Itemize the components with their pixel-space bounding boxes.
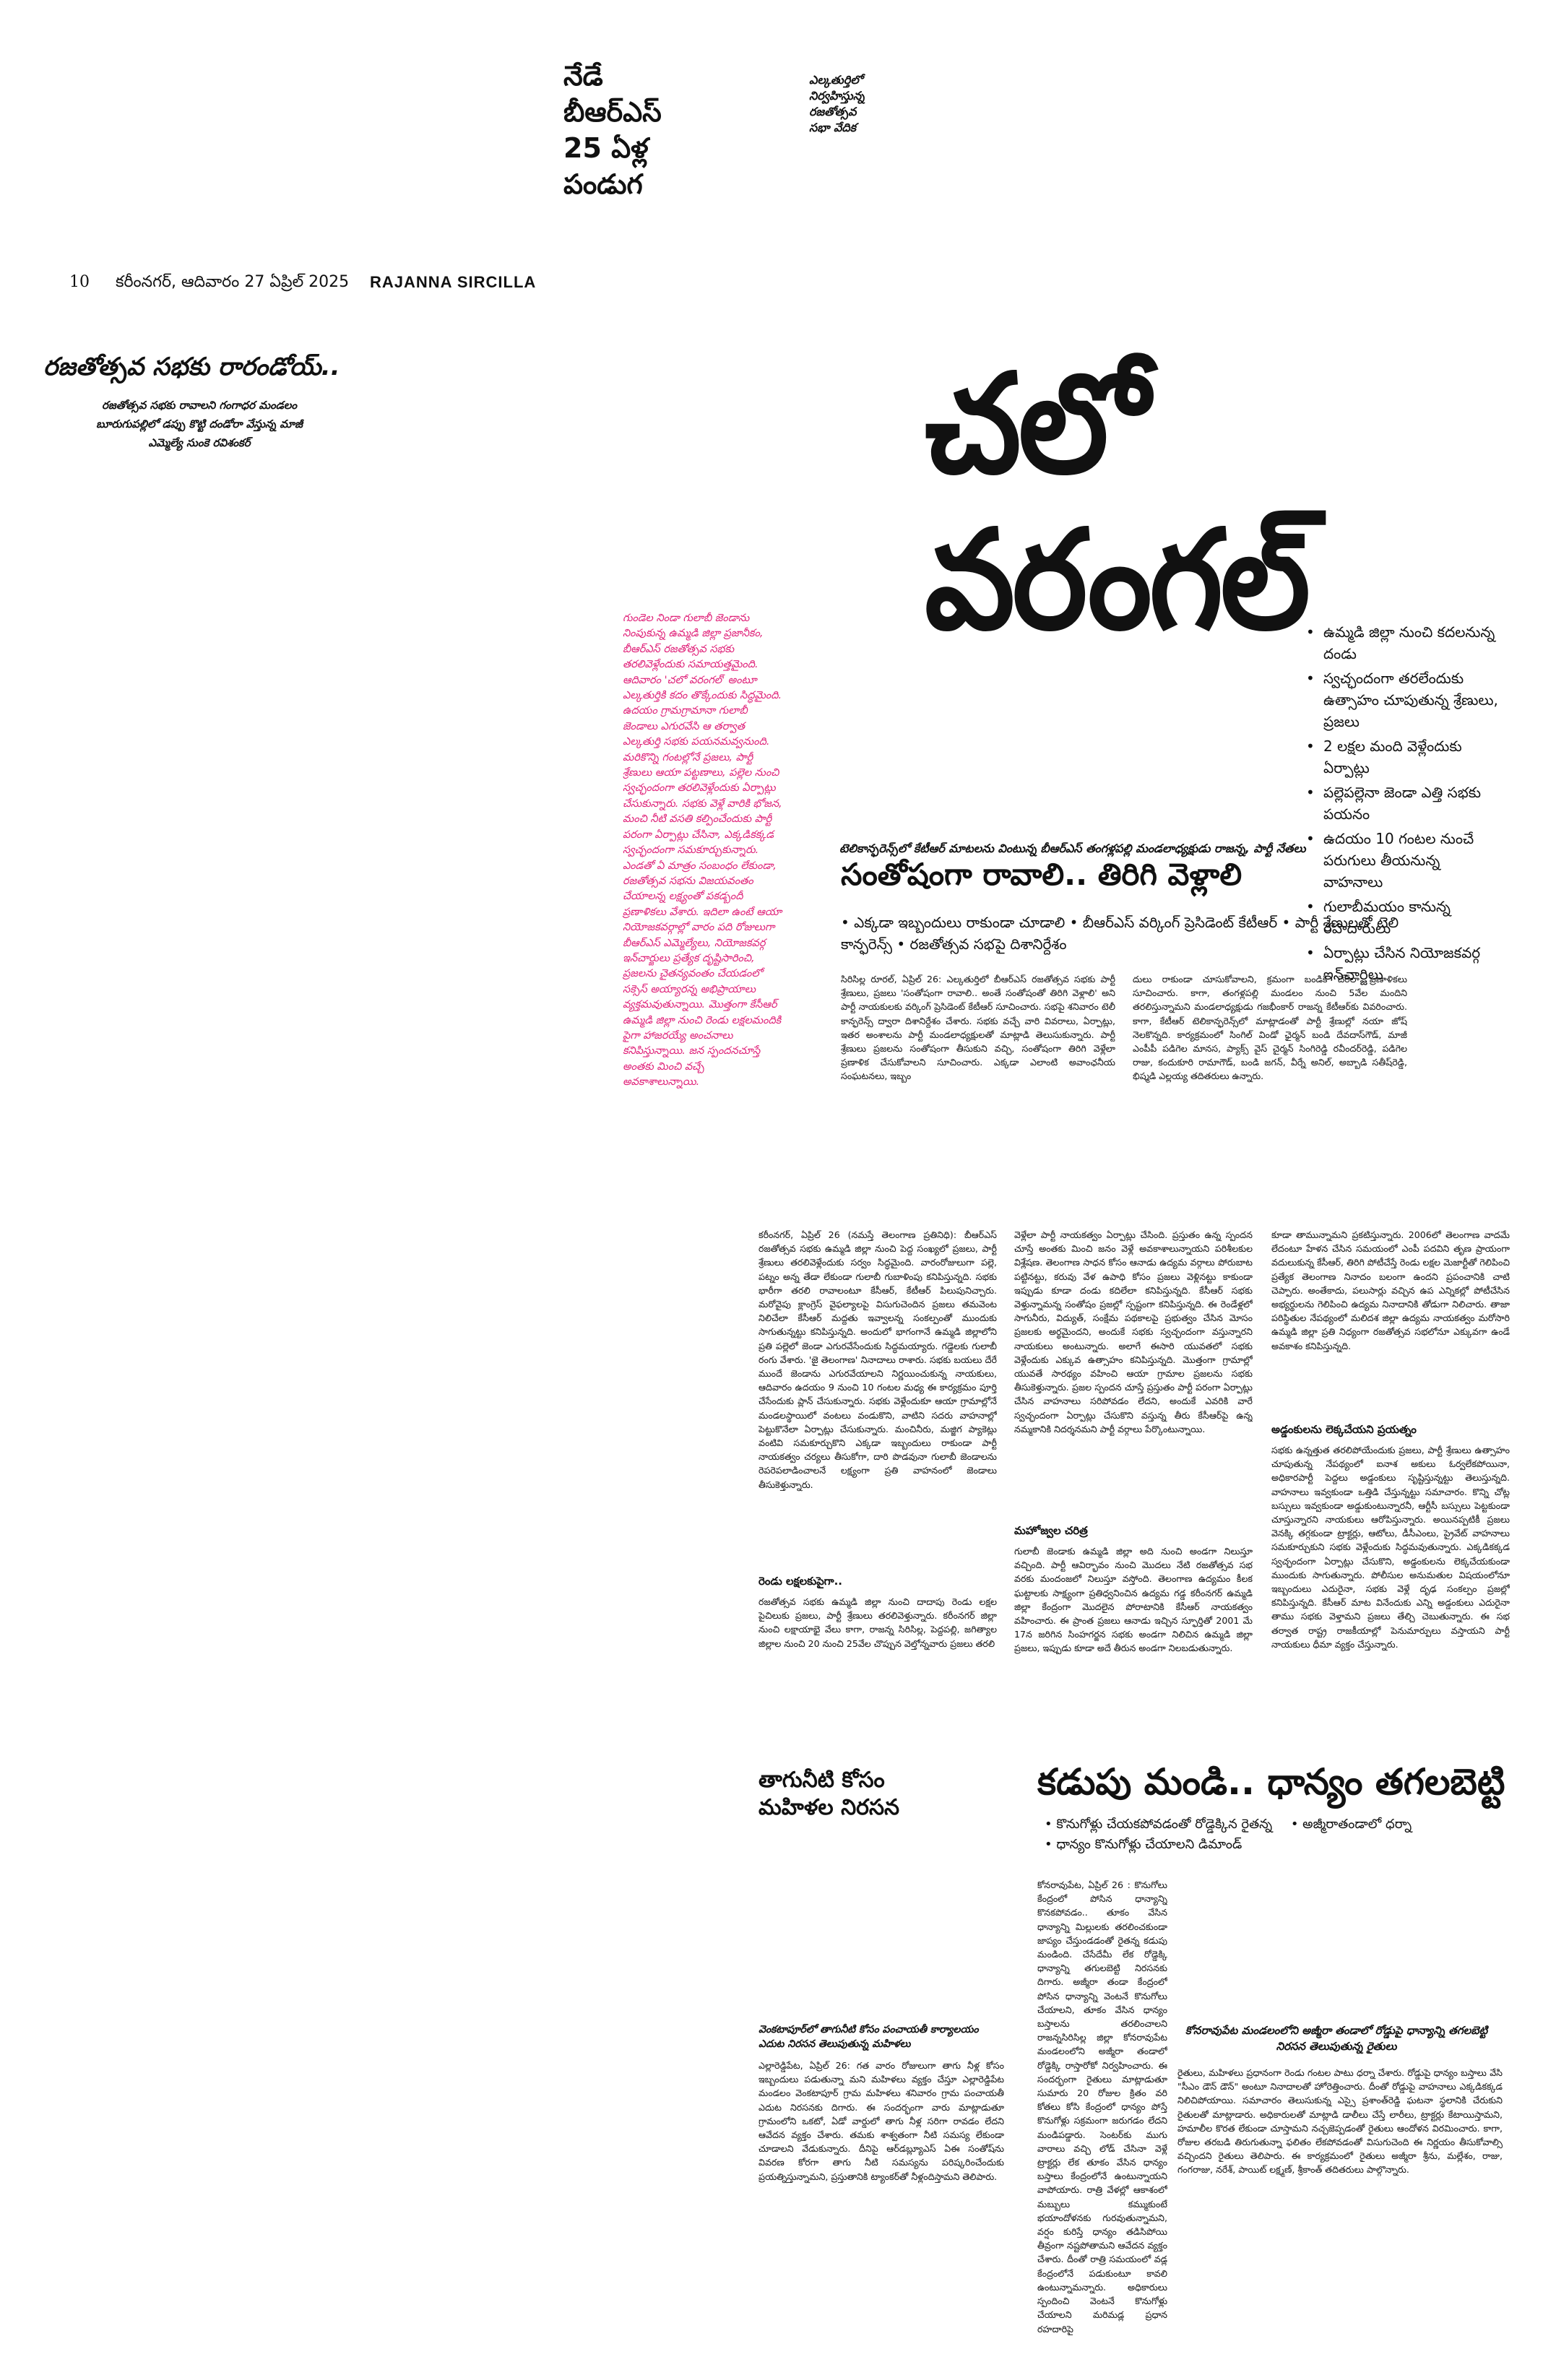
main-col-1: కరీంనగర్, ఏప్రిల్ 26 (నమస్తే తెలంగాణ ప్ర… — [758, 1228, 997, 1741]
dateline: కరీంనగర్, ఆదివారం 27 ఏప్రిల్ 2025 — [116, 273, 350, 291]
story3-headline: తాగునీటి కోసం మహిళల నిరసన — [758, 1767, 899, 1822]
story3-body: ఎల్లారెడ్డిపేట, ఏప్రిల్ 26: గత వారం రోజు… — [758, 2060, 1004, 2182]
promo-caption-4: సభా వేదిక — [809, 121, 856, 134]
main-col-3-text: కూడా తామున్నామని ప్రకటిస్తున్నారు. 2006ల… — [1271, 1229, 1510, 1351]
main-col-3: కూడా తామున్నామని ప్రకటిస్తున్నారు. 2006ల… — [1271, 1228, 1510, 1741]
highlight-item: స్వచ్ఛందంగా తరలేందుకు ఉత్సాహం చూపుతున్న … — [1306, 667, 1501, 732]
kicker-title: రజతోత్సవ సభకు రారండోయ్.. — [43, 352, 340, 381]
story3-headline-line-1: తాగునీటి కోసం — [758, 1767, 885, 1793]
highlights-list: ఉమ్మడి జిల్లా నుంచి కదలనున్న దండు స్వచ్ఛ… — [1306, 621, 1501, 988]
story2-kicker: కోనరావుపేట మండలంలోని అజ్మీరా తండాలో రోడ్… — [1185, 2024, 1488, 2053]
story1-headline: సంతోషంగా రావాలి.. తిరిగి వెళ్లాలి — [841, 857, 1242, 892]
kicker-subtitle: రజతోత్సవ సభకు రావాలని గంగాధర మండలం బూరుగ… — [69, 396, 329, 452]
main-subhead-1: రెండు లక్షలకుపైగా.. — [758, 1575, 843, 1588]
kicker-sub-line-1: రజతోత్సవ సభకు రావాలని గంగాధర మండలం — [101, 399, 298, 412]
story2-col1: కోనరావుపేట, ఏప్రిల్ 26 : కొనుగోలు కేంద్ర… — [1037, 1879, 1167, 2334]
edition-name: RAJANNA SIRCILLA — [370, 273, 537, 291]
story3-kicker: వెంకటాపూర్‌లో తాగునీటి కోసం పంచాయతీ కార్… — [758, 2024, 979, 2050]
story2-bullets: • కొనుగోళ్లు చేయకపోవడంతో రోడ్డెక్కిన రైత… — [1045, 1814, 1492, 1855]
story1-kicker: టెలికాన్ఫరెన్స్‌లో కేటీఆర్ మాటలను వింటున… — [839, 841, 1306, 855]
page-masthead: చలో వరంగల్ — [925, 344, 1310, 661]
story1-bullet: • బీఆర్ఎస్ వర్కింగ్ ప్రెసిడెంట్ కేటీఆర్ — [1069, 914, 1278, 931]
story3-headline-line-2: మహిళల నిరసన — [758, 1795, 900, 1820]
page-number: 10 — [69, 273, 90, 291]
promo-line-4: పండుగ — [563, 168, 643, 200]
story2-bullet: • ధాన్యం కొనుగోళ్లు చేయాలని డిమాండ్ — [1045, 1837, 1242, 1852]
story1-bullets: • ఎక్కడా ఇబ్బందులు రాకుండా చూడాలి • బీఆర… — [841, 912, 1404, 955]
story1-bullet: • రజతోత్సవ సభపై దిశానిర్దేశం — [896, 935, 1067, 953]
promo-caption-3: రజతోత్సవ — [809, 105, 857, 118]
main-subhead-2: మహోజ్వల చరిత్ర — [1014, 1524, 1088, 1537]
main-subhead-3: అడ్డంకులను లెక్కచేయని ప్రయత్నం — [1271, 1423, 1417, 1436]
promo-caption: ఎల్కతుర్తిలో నిర్వహిస్తున్న రజతోత్సవ సభా… — [809, 72, 865, 136]
promo-line-1: నేడే — [563, 60, 603, 92]
main-col-2-text: వెళ్లేలా పార్టీ నాయకత్వం ఏర్పాట్లు చేసిం… — [1014, 1229, 1253, 1435]
highlight-item: ఉమ్మడి జిల్లా నుంచి కదలనున్న దండు — [1306, 621, 1501, 665]
promo-caption-1: ఎల్కతుర్తిలో — [809, 73, 863, 87]
story1-col2: దులు రాకుండా చూసుకోవాలని, క్రమంగా బండికి… — [1133, 974, 1407, 1082]
main-col-2b-text: గులాబీ జెండాకు ఉమ్మడి జిల్లా అది నుంచి అ… — [1014, 1546, 1253, 1654]
highlight-item: ఉదయం 10 గంటల నుంచే పరుగులు తీయనున్న వాహన… — [1306, 828, 1501, 893]
promo-line-2: బీఆర్ఎస్ — [563, 96, 662, 128]
main-col-1-text: కరీంనగర్, ఏప్రిల్ 26 (నమస్తే తెలంగాణ ప్ర… — [758, 1229, 997, 1490]
promo-block: నేడే బీఆర్ఎస్ 25 ఏళ్ల పండుగ — [563, 58, 662, 202]
kicker-sub-line-3: ఎమ్మెల్యే సుంకె రవిశంకర్ — [148, 436, 251, 449]
story1-bullet: • ఎక్కడా ఇబ్బందులు రాకుండా చూడాలి — [841, 914, 1066, 931]
highlight-item: పల్లెపల్లెనా జెండా ఎత్తి సభకు పయనం — [1306, 782, 1501, 825]
highlight-item: గులాబీమయం కానున్న రహదారులు — [1306, 896, 1501, 939]
intro-caption: గుండెల నిండా గులాబీ జెండాను నింపుకున్న ఉ… — [623, 613, 782, 1089]
highlight-item: ఏర్పాట్లు చేసిన నియోజకవర్గ ఇన్‌చార్జిలు — [1306, 942, 1501, 985]
kicker-sub-line-2: బూరుగుపల్లిలో డప్పు కొట్టి దండోరా వేస్తు… — [96, 417, 303, 430]
story2-headline: కడుపు మండి.. ధాన్యం తగలబెట్టి — [1037, 1761, 1505, 1803]
story1-col1: సిరిసిల్ల రూరల్, ఏప్రిల్ 26: ఎల్కతుర్తిల… — [841, 974, 1115, 1082]
main-col-2: వెళ్లేలా పార్టీ నాయకత్వం ఏర్పాట్లు చేసిం… — [1014, 1228, 1253, 1741]
story2-bullet: • కొనుగోళ్లు చేయకపోవడంతో రోడ్డెక్కిన రైత… — [1045, 1817, 1273, 1832]
story1-bullet: • పార్టీ శ్రేణులతో టెలి కాన్ఫరెన్స్ — [841, 914, 1399, 953]
highlight-item: 2 లక్షల మంది వెళ్లేందుకు ఏర్పాట్లు — [1306, 735, 1501, 779]
promo-caption-2: నిర్వహిస్తున్న — [809, 89, 865, 103]
main-col-1b-text: రజతోత్సవ సభకు ఉమ్మడి జిల్లా నుంచి దాదాపు… — [758, 1596, 997, 1649]
story2-bullet: • అజ్మీరాతండాలో ధర్నా — [1290, 1817, 1412, 1832]
promo-line-3: 25 ఏళ్ల — [563, 132, 649, 164]
story2-col2: రైతులు, మహిళలు ప్రధానంగా రెండు గంటల పాటు… — [1177, 2067, 1503, 2176]
main-col-3b-text: సభకు ఉన్నత్తుత తరలిపోయేందుకు ప్రజలు, పార… — [1271, 1445, 1510, 1650]
